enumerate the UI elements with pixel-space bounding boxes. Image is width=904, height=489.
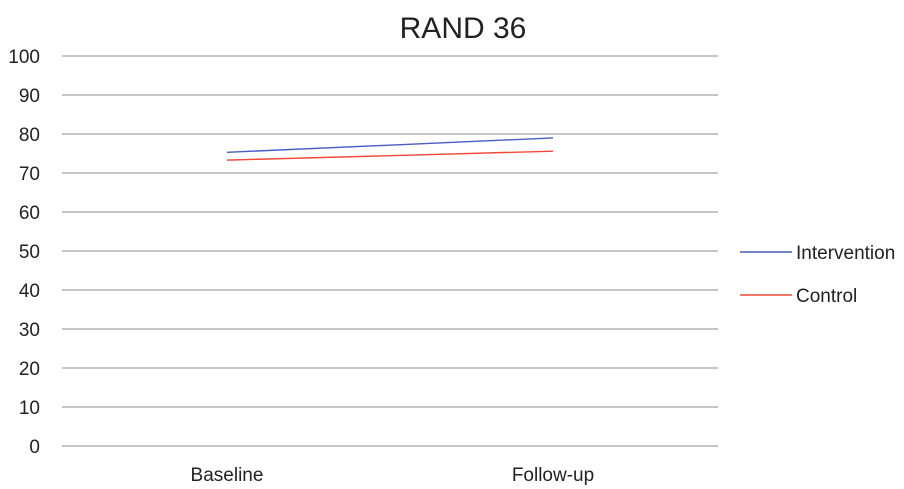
legend-label-intervention: Intervention (796, 243, 895, 264)
x-tick-label-baseline: Baseline (191, 465, 264, 486)
legend: Intervention Control (740, 243, 895, 307)
x-tick-label-follow-up: Follow-up (512, 465, 594, 486)
y-tick-label-10: 10 (19, 398, 40, 419)
gridlines (62, 55, 718, 447)
y-tick-label-70: 70 (19, 164, 40, 185)
series-line-intervention (226, 137, 554, 154)
y-axis-tick-labels: 0 10 20 30 40 50 60 70 80 90 100 (8, 47, 40, 458)
y-tick-label-60: 60 (19, 203, 40, 224)
y-tick-label-30: 30 (19, 320, 40, 341)
y-tick-label-50: 50 (19, 242, 40, 263)
chart-title: RAND 36 (400, 12, 527, 45)
y-tick-label-0: 0 (29, 437, 40, 458)
series-lines (226, 137, 554, 161)
y-tick-label-90: 90 (19, 86, 40, 107)
y-tick-label-40: 40 (19, 281, 40, 302)
y-tick-label-80: 80 (19, 125, 40, 146)
y-tick-label-20: 20 (19, 359, 40, 380)
x-axis-tick-labels: Baseline Follow-up (191, 465, 595, 486)
y-tick-label-100: 100 (8, 47, 40, 68)
series-line-control (226, 150, 554, 161)
legend-label-control: Control (796, 286, 857, 307)
